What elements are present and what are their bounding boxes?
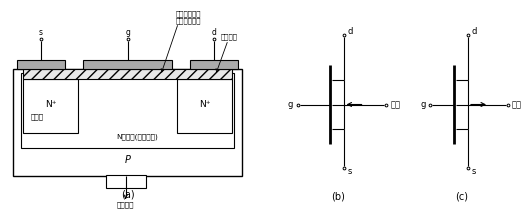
Text: 耦底: 耦底 <box>391 100 401 109</box>
Text: d: d <box>472 27 477 36</box>
Bar <box>106 175 145 188</box>
Text: (a): (a) <box>121 189 134 199</box>
Text: 掺杂后具有正: 掺杂后具有正 <box>175 11 201 17</box>
Bar <box>23 79 78 133</box>
Text: 二氧化硅: 二氧化硅 <box>220 33 237 40</box>
Text: s: s <box>39 28 43 37</box>
Text: N⁺: N⁺ <box>45 99 56 108</box>
Text: (c): (c) <box>456 191 468 201</box>
Text: 离子的绕缘层: 离子的绕缘层 <box>175 18 201 24</box>
Text: (b): (b) <box>331 191 344 201</box>
Bar <box>177 79 232 133</box>
Bar <box>83 60 172 69</box>
Text: s: s <box>348 167 352 176</box>
Bar <box>191 60 238 69</box>
Text: 耗尽层: 耗尽层 <box>31 113 44 120</box>
Text: N⁺: N⁺ <box>199 99 211 108</box>
Bar <box>17 60 65 69</box>
Bar <box>23 69 232 79</box>
Text: 耦底引线: 耦底引线 <box>117 202 134 208</box>
Text: P: P <box>125 155 131 165</box>
Bar <box>21 73 234 148</box>
Text: g: g <box>288 100 293 109</box>
Text: 耦底: 耦底 <box>512 100 522 109</box>
Text: N型沟道(初始沟道): N型沟道(初始沟道) <box>117 133 159 140</box>
Text: d: d <box>348 27 353 36</box>
Text: s: s <box>472 167 476 176</box>
Text: g: g <box>125 28 130 37</box>
Text: g: g <box>421 100 426 109</box>
Bar <box>13 69 242 176</box>
Text: d: d <box>212 28 217 37</box>
